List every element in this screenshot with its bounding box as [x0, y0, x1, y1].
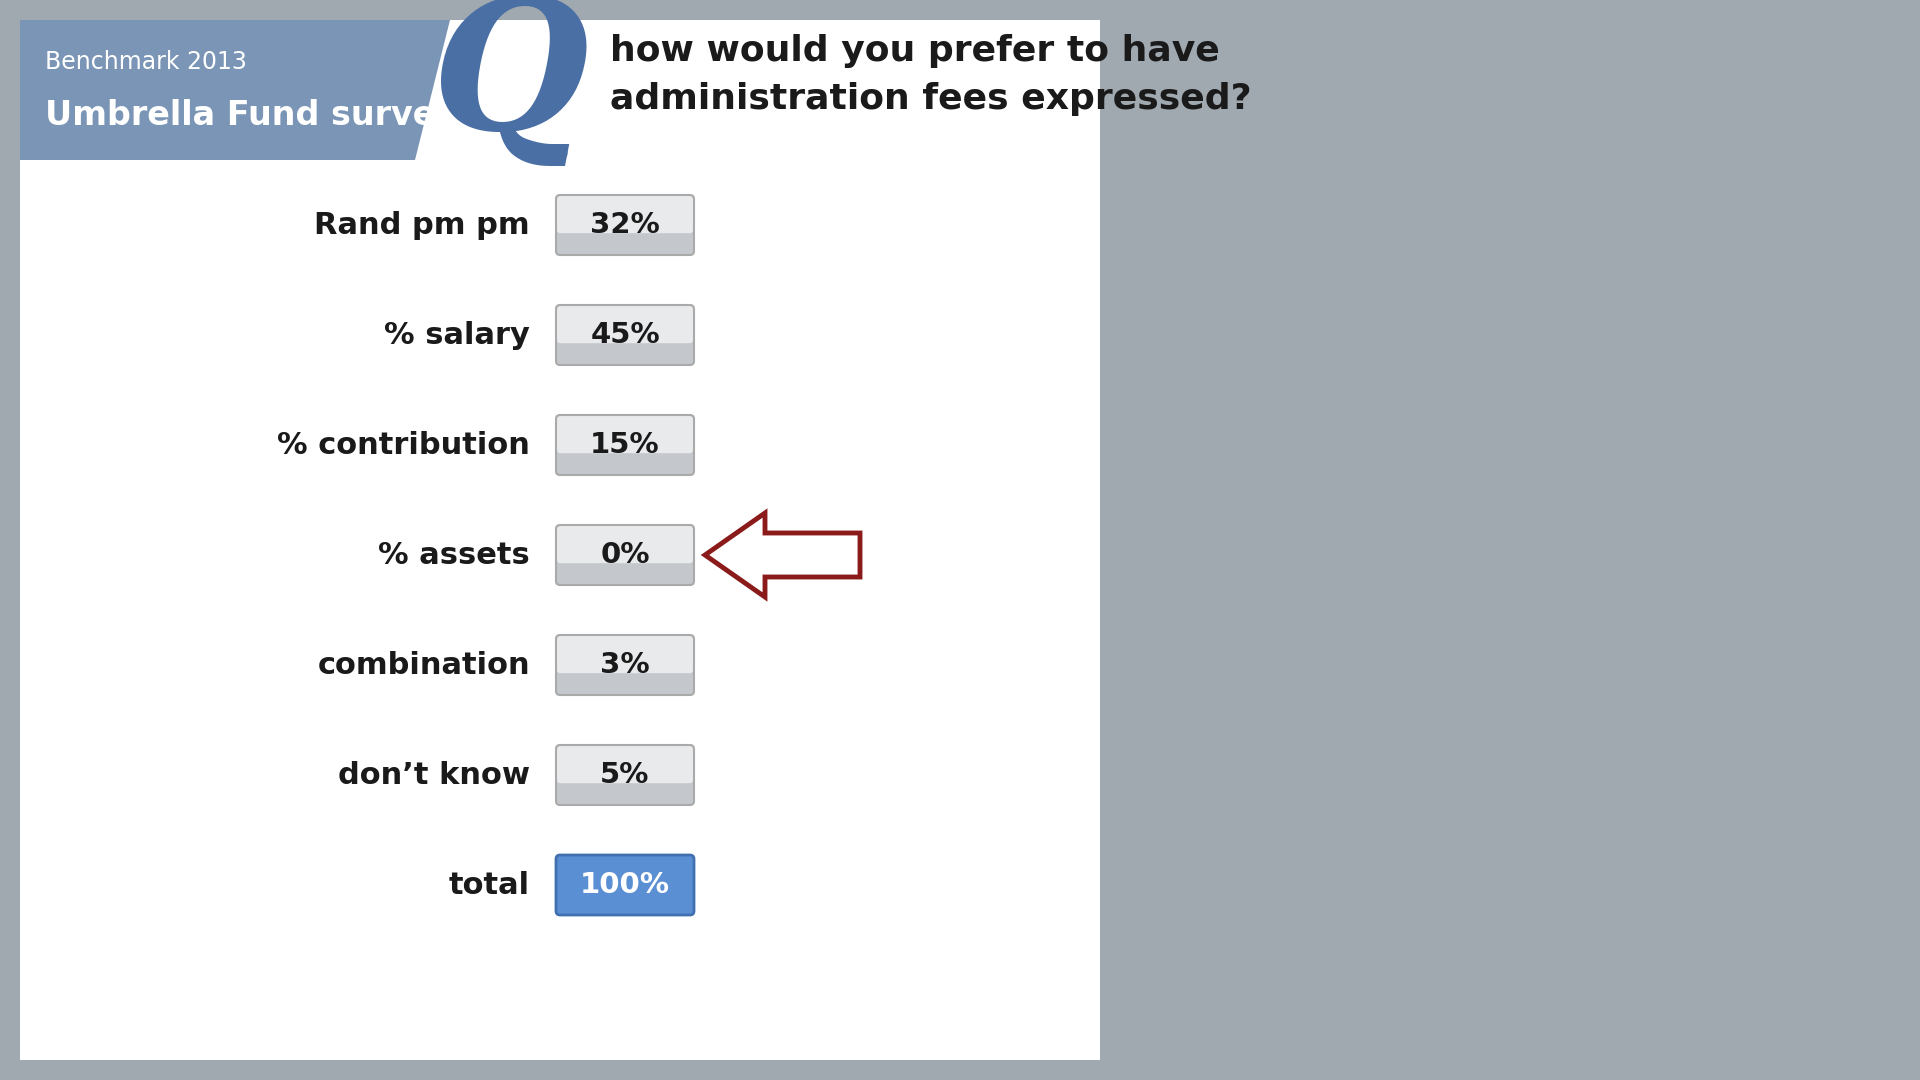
FancyBboxPatch shape	[557, 195, 693, 255]
Polygon shape	[705, 513, 860, 597]
FancyBboxPatch shape	[557, 416, 693, 454]
Text: 0%: 0%	[601, 541, 649, 569]
Text: % contribution: % contribution	[276, 431, 530, 459]
FancyBboxPatch shape	[557, 855, 693, 915]
Text: Q: Q	[432, 0, 589, 168]
Text: total: total	[449, 870, 530, 900]
FancyBboxPatch shape	[557, 306, 693, 343]
Text: how would you prefer to have
administration fees expressed?: how would you prefer to have administrat…	[611, 35, 1252, 116]
FancyBboxPatch shape	[557, 525, 693, 585]
FancyBboxPatch shape	[557, 745, 693, 805]
FancyBboxPatch shape	[557, 195, 693, 233]
Text: .: .	[547, 107, 572, 174]
Text: Benchmark 2013: Benchmark 2013	[44, 50, 248, 75]
Text: 45%: 45%	[589, 321, 660, 349]
FancyBboxPatch shape	[557, 635, 693, 696]
Text: 3%: 3%	[601, 651, 649, 679]
Text: 15%: 15%	[589, 431, 660, 459]
Text: Umbrella Fund survey: Umbrella Fund survey	[44, 98, 457, 132]
FancyBboxPatch shape	[557, 636, 693, 673]
Bar	[19, 21, 1100, 1059]
Polygon shape	[19, 21, 449, 160]
Text: % salary: % salary	[384, 321, 530, 350]
FancyBboxPatch shape	[557, 526, 693, 563]
Text: 100%: 100%	[580, 870, 670, 899]
FancyBboxPatch shape	[557, 305, 693, 365]
FancyBboxPatch shape	[557, 746, 693, 783]
Text: combination: combination	[317, 650, 530, 679]
Text: Rand pm pm: Rand pm pm	[315, 211, 530, 240]
FancyBboxPatch shape	[557, 415, 693, 475]
Text: don’t know: don’t know	[338, 760, 530, 789]
Text: 5%: 5%	[601, 761, 649, 789]
Text: % assets: % assets	[378, 540, 530, 569]
Text: 32%: 32%	[589, 211, 660, 239]
